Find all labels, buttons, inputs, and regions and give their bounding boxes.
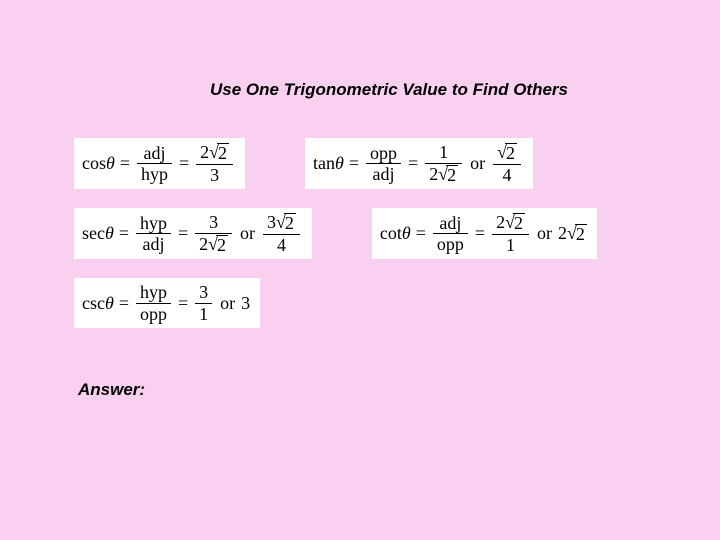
numerator: 3 xyxy=(195,282,212,303)
or-text: or xyxy=(240,223,255,244)
coef: 2 xyxy=(429,164,438,184)
fraction: 1 2√2 xyxy=(425,142,462,185)
sqrt: √2 xyxy=(567,224,587,245)
sqrt: √2 xyxy=(208,235,228,256)
equals: = xyxy=(178,223,188,244)
equals: = xyxy=(179,153,189,174)
denominator: 4 xyxy=(499,165,516,186)
numerator: √2 xyxy=(493,142,521,164)
fraction: 2√2 3 xyxy=(196,142,233,185)
numerator: opp xyxy=(366,143,401,164)
func-name: csc xyxy=(82,293,105,314)
denominator: 1 xyxy=(502,235,519,256)
fraction: opp adj xyxy=(366,143,401,185)
denominator: 1 xyxy=(195,304,212,325)
func-name: cos xyxy=(82,153,106,174)
theta: θ xyxy=(105,293,114,314)
simplified-value: 2√2 xyxy=(558,223,587,245)
fraction: adj opp xyxy=(433,213,468,255)
coef: 2 xyxy=(558,223,567,243)
radicand: 2 xyxy=(513,213,525,234)
radicand: 2 xyxy=(284,213,296,234)
csc-equation: cscθ = hyp opp = 3 1 or 3 xyxy=(74,278,260,328)
sqrt: √2 xyxy=(209,143,229,164)
sec-equation: secθ = hyp adj = 3 2√2 or 3√2 4 xyxy=(74,208,312,259)
radicand: 2 xyxy=(216,235,228,256)
fraction: 3 2√2 xyxy=(195,212,232,255)
fraction: 3 1 xyxy=(195,282,212,324)
denominator: opp xyxy=(433,234,468,255)
denominator: 2√2 xyxy=(195,234,232,256)
simplified-value: 3 xyxy=(241,293,250,314)
answer-label: Answer: xyxy=(78,380,145,400)
numerator: 3 xyxy=(205,212,222,233)
radicand: 2 xyxy=(505,143,517,164)
numerator: adj xyxy=(435,213,465,234)
denominator: 4 xyxy=(273,235,290,256)
sqrt: √2 xyxy=(505,213,525,234)
fraction: hyp adj xyxy=(136,213,171,255)
denominator: hyp xyxy=(137,164,172,185)
or-text: or xyxy=(220,293,235,314)
fraction: 2√2 1 xyxy=(492,212,529,255)
fraction: √2 4 xyxy=(493,142,521,185)
coef: 2 xyxy=(200,142,209,162)
numerator: 2√2 xyxy=(492,212,529,234)
denominator: opp xyxy=(136,304,171,325)
numerator: 1 xyxy=(435,142,452,163)
func-name: tan xyxy=(313,153,335,174)
equals: = xyxy=(120,153,130,174)
equals: = xyxy=(119,293,129,314)
func-name: cot xyxy=(380,223,402,244)
radicand: 2 xyxy=(575,224,587,245)
denominator: 3 xyxy=(206,165,223,186)
denominator: adj xyxy=(369,164,399,185)
cot-equation: cotθ = adj opp = 2√2 1 or 2√2 xyxy=(372,208,597,259)
numerator: hyp xyxy=(136,282,171,303)
sqrt: √2 xyxy=(438,165,458,186)
equals: = xyxy=(119,223,129,244)
numerator: hyp xyxy=(136,213,171,234)
coef: 2 xyxy=(199,234,208,254)
coef: 2 xyxy=(496,212,505,232)
or-text: or xyxy=(470,153,485,174)
equals: = xyxy=(475,223,485,244)
theta: θ xyxy=(402,223,411,244)
equation-row: cosθ = adj hyp = 2√2 3 tanθ = opp adj = … xyxy=(74,138,533,189)
denominator: adj xyxy=(138,234,168,255)
equals: = xyxy=(416,223,426,244)
or-text: or xyxy=(537,223,552,244)
theta: θ xyxy=(106,153,115,174)
fraction: 3√2 4 xyxy=(263,212,300,255)
numerator: 2√2 xyxy=(196,142,233,164)
sqrt: √2 xyxy=(497,143,517,164)
theta: θ xyxy=(335,153,344,174)
func-name: sec xyxy=(82,223,105,244)
coef: 3 xyxy=(267,212,276,232)
numerator: adj xyxy=(140,143,170,164)
sqrt: √2 xyxy=(276,213,296,234)
equation-row: cscθ = hyp opp = 3 1 or 3 xyxy=(74,278,260,328)
theta: θ xyxy=(105,223,114,244)
numerator: 3√2 xyxy=(263,212,300,234)
tan-equation: tanθ = opp adj = 1 2√2 or √2 4 xyxy=(305,138,533,189)
equals: = xyxy=(408,153,418,174)
radicand: 2 xyxy=(217,143,229,164)
equals: = xyxy=(349,153,359,174)
cos-equation: cosθ = adj hyp = 2√2 3 xyxy=(74,138,245,189)
fraction: hyp opp xyxy=(136,282,171,324)
page-title: Use One Trigonometric Value to Find Othe… xyxy=(210,80,568,100)
denominator: 2√2 xyxy=(425,164,462,186)
fraction: adj hyp xyxy=(137,143,172,185)
equals: = xyxy=(178,293,188,314)
equation-row: secθ = hyp adj = 3 2√2 or 3√2 4 cotθ = a… xyxy=(74,208,597,259)
radicand: 2 xyxy=(446,165,458,186)
